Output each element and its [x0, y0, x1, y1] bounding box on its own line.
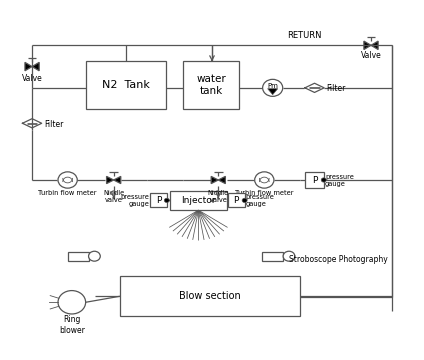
Bar — [262, 252, 283, 261]
Text: Valve: Valve — [22, 74, 42, 83]
Text: Turbin flow meter: Turbin flow meter — [39, 190, 97, 196]
Text: Filter: Filter — [44, 120, 63, 129]
Polygon shape — [106, 176, 114, 184]
Circle shape — [283, 251, 295, 261]
Polygon shape — [114, 176, 121, 184]
Bar — [150, 193, 167, 207]
Circle shape — [58, 291, 86, 314]
Polygon shape — [218, 176, 226, 184]
Bar — [86, 61, 166, 109]
Text: Filter: Filter — [326, 84, 345, 93]
Text: Pm: Pm — [267, 83, 278, 89]
Circle shape — [89, 251, 100, 261]
Bar — [228, 193, 245, 207]
Circle shape — [242, 198, 247, 203]
Text: pressure
gauge: pressure gauge — [245, 194, 274, 207]
Polygon shape — [364, 41, 371, 50]
Text: water
tank: water tank — [196, 75, 226, 96]
Bar — [305, 172, 324, 188]
Text: pressure
gauge: pressure gauge — [325, 174, 354, 186]
Text: RETURN: RETURN — [287, 31, 321, 40]
Polygon shape — [25, 62, 32, 71]
Text: Turbin flow meter: Turbin flow meter — [235, 190, 293, 196]
Text: P: P — [312, 176, 317, 185]
Text: P: P — [156, 196, 161, 205]
Polygon shape — [371, 41, 378, 50]
Text: Niddle
valve: Niddle valve — [103, 190, 124, 203]
Text: Valve: Valve — [361, 51, 381, 60]
Polygon shape — [268, 89, 278, 95]
Circle shape — [58, 172, 77, 188]
Bar — [170, 191, 227, 210]
Text: pressure
gauge: pressure gauge — [120, 194, 149, 207]
Text: Ring
blower: Ring blower — [59, 315, 85, 335]
Circle shape — [255, 172, 274, 188]
Circle shape — [164, 198, 169, 203]
Text: Stroboscope Photography: Stroboscope Photography — [290, 255, 388, 264]
Bar — [68, 252, 89, 261]
Text: Blow section: Blow section — [179, 291, 241, 301]
Polygon shape — [32, 62, 39, 71]
Text: P: P — [234, 196, 239, 205]
Polygon shape — [211, 176, 218, 184]
Text: Injector: Injector — [181, 196, 216, 205]
Bar — [120, 276, 300, 316]
Text: Niddle
valve: Niddle valve — [208, 190, 229, 203]
Circle shape — [262, 79, 283, 96]
Bar — [183, 61, 239, 109]
Text: N2  Tank: N2 Tank — [102, 80, 150, 90]
Circle shape — [321, 178, 326, 182]
